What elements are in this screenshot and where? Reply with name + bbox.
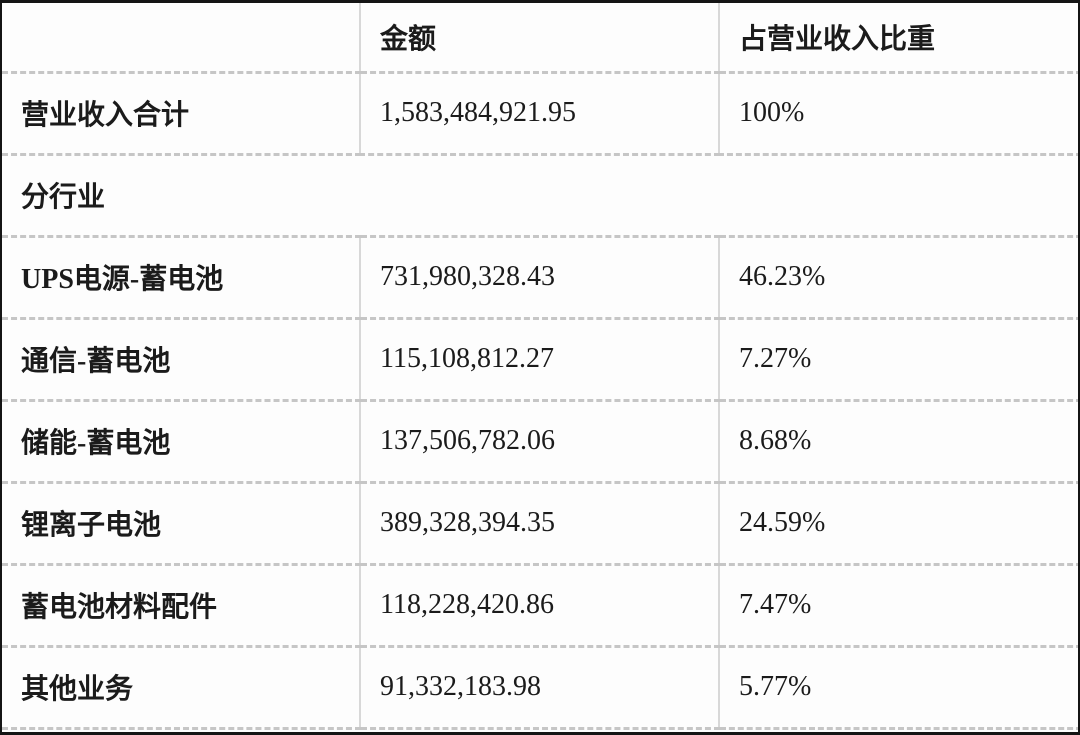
row-label: 通信-蓄电池	[2, 316, 361, 400]
share-cell: 100%	[719, 70, 1078, 154]
amount-cell: 118,228,420.86	[360, 562, 720, 646]
table-row: 储能-蓄电池 137,506,782.06 8.68%	[2, 398, 1078, 482]
table-row: 通信-蓄电池 115,108,812.27 7.27%	[2, 316, 1078, 400]
section-label: 分行业	[2, 152, 1078, 236]
amount-column-header: 金额	[360, 3, 720, 72]
row-label: 营业收入合计	[2, 70, 361, 154]
row-label: UPS电源-蓄电池	[2, 234, 361, 318]
amount-cell: 137,506,782.06	[360, 398, 720, 482]
share-cell: 5.77%	[719, 644, 1078, 730]
amount-cell: 115,108,812.27	[360, 316, 720, 400]
table-row: UPS电源-蓄电池 731,980,328.43 46.23%	[2, 234, 1078, 318]
share-cell: 8.68%	[719, 398, 1078, 482]
amount-cell: 389,328,394.35	[360, 480, 720, 564]
amount-cell: 1,583,484,921.95	[360, 70, 720, 154]
table-row: 锂离子电池 389,328,394.35 24.59%	[2, 480, 1078, 564]
table-row: 蓄电池材料配件 118,228,420.86 7.47%	[2, 562, 1078, 646]
row-label: 蓄电池材料配件	[2, 562, 361, 646]
amount-cell: 731,980,328.43	[360, 234, 720, 318]
empty-header-cell	[2, 3, 361, 72]
share-column-header: 占营业收入比重	[739, 23, 936, 55]
revenue-breakdown-table: 金额 占营业收入比重 营业收入合计 1,583,484,921.95 100% …	[2, 3, 1078, 730]
share-cell: 7.47%	[719, 562, 1078, 646]
row-label: 其他业务	[2, 644, 361, 730]
section-row: 分行业	[2, 152, 1078, 236]
share-cell: 24.59%	[719, 480, 1078, 564]
table-row-total: 营业收入合计 1,583,484,921.95 100%	[2, 70, 1078, 154]
row-label: 锂离子电池	[2, 480, 361, 564]
share-cell: 46.23%	[719, 234, 1078, 318]
amount-cell: 91,332,183.98	[360, 644, 720, 730]
row-label: 储能-蓄电池	[2, 398, 361, 482]
share-cell: 7.27%	[719, 316, 1078, 400]
table-row: 其他业务 91,332,183.98 5.77%	[2, 644, 1078, 730]
header-row: 金额 占营业收入比重	[2, 3, 1078, 72]
